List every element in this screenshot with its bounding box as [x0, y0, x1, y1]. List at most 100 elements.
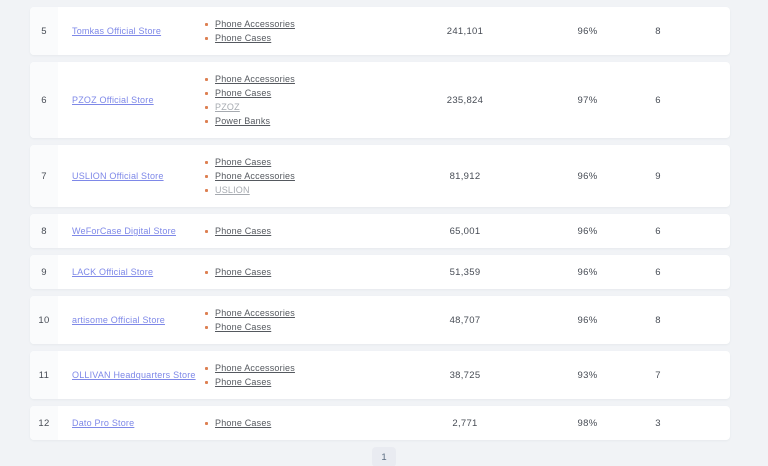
bullet-icon [205, 311, 208, 315]
store-link[interactable]: artisome Official Store [72, 315, 165, 325]
store-link[interactable]: WeForCase Digital Store [72, 226, 176, 236]
products-value: 8 [655, 314, 661, 326]
products-cell: 6 [630, 62, 686, 138]
category-link[interactable]: Phone Cases [215, 88, 272, 98]
rank-cell: 11 [30, 351, 58, 399]
bullet-icon [205, 325, 208, 329]
category-item: Power Banks [205, 114, 295, 128]
table-row: 5 Tomkas Official Store Phone Accessorie… [30, 7, 730, 55]
category-link[interactable]: PZOZ [215, 102, 240, 112]
bullet-icon [205, 174, 208, 178]
rank-value: 6 [41, 94, 47, 106]
category-link[interactable]: Phone Cases [215, 226, 272, 236]
store-link[interactable]: Tomkas Official Store [72, 26, 162, 36]
category-item: USLION [205, 183, 295, 197]
category-link[interactable]: Phone Cases [215, 33, 272, 43]
store-link[interactable]: OLLIVAN Headquarters Store [72, 370, 196, 380]
table-row: 10 artisome Official Store Phone Accesso… [30, 296, 730, 344]
table-row: 8 WeForCase Digital Store Phone Cases 65… [30, 214, 730, 248]
products-value: 6 [655, 266, 661, 278]
reviews-cell: 81,912 [385, 145, 545, 207]
category-item: Phone Cases [205, 86, 295, 100]
products-cell: 8 [630, 296, 686, 344]
row-spacer [686, 406, 730, 440]
reviews-value: 2,771 [452, 417, 478, 429]
store-link[interactable]: USLION Official Store [72, 171, 164, 181]
rank-cell: 5 [30, 7, 58, 55]
reviews-value: 81,912 [449, 170, 481, 182]
category-item: Phone Accessories [205, 17, 295, 31]
reviews-value: 48,707 [449, 314, 481, 326]
category-link[interactable]: Phone Cases [215, 157, 272, 167]
page-button-1[interactable]: 1 [372, 447, 396, 466]
rating-value: 96% [577, 266, 598, 278]
category-item: Phone Cases [205, 416, 271, 430]
reviews-cell: 51,359 [385, 255, 545, 289]
categories-list: Phone Cases [205, 265, 271, 279]
reviews-value: 38,725 [449, 369, 481, 381]
rank-value: 10 [38, 314, 50, 326]
rating-value: 93% [577, 369, 598, 381]
store-link[interactable]: PZOZ Official Store [72, 95, 154, 105]
categories-list: Phone Cases Phone Accessories USLION [205, 155, 295, 197]
rank-value: 9 [41, 266, 47, 278]
categories-cell: Phone Cases [205, 406, 385, 440]
rating-value: 97% [577, 94, 598, 106]
rating-cell: 96% [545, 214, 630, 248]
store-cell: WeForCase Digital Store [58, 214, 205, 248]
store-cell: PZOZ Official Store [58, 62, 205, 138]
category-link[interactable]: Phone Accessories [215, 74, 295, 84]
category-link[interactable]: Phone Accessories [215, 363, 295, 373]
table-row: 12 Dato Pro Store Phone Cases 2,771 98% … [30, 406, 730, 440]
category-item: Phone Cases [205, 224, 271, 238]
category-link[interactable]: Power Banks [215, 116, 271, 126]
store-link[interactable]: LACK Official Store [72, 267, 154, 277]
rating-value: 96% [577, 314, 598, 326]
products-value: 6 [655, 225, 661, 237]
categories-cell: Phone Cases [205, 214, 385, 248]
category-link[interactable]: USLION [215, 185, 250, 195]
reviews-cell: 65,001 [385, 214, 545, 248]
category-link[interactable]: Phone Accessories [215, 308, 295, 318]
stores-table: 5 Tomkas Official Store Phone Accessorie… [30, 7, 730, 440]
bullet-icon [205, 77, 208, 81]
rank-cell: 9 [30, 255, 58, 289]
rating-cell: 96% [545, 296, 630, 344]
row-spacer [686, 296, 730, 344]
rank-cell: 12 [30, 406, 58, 440]
category-link[interactable]: Phone Cases [215, 377, 272, 387]
rating-value: 96% [577, 25, 598, 37]
bullet-icon [205, 22, 208, 26]
category-link[interactable]: Phone Cases [215, 322, 272, 332]
rank-value: 8 [41, 225, 47, 237]
categories-cell: Phone Cases Phone Accessories USLION [205, 145, 385, 207]
products-value: 6 [655, 94, 661, 106]
categories-list: Phone Accessories Phone Cases [205, 361, 295, 389]
categories-cell: Phone Accessories Phone Cases [205, 296, 385, 344]
category-link[interactable]: Phone Cases [215, 418, 272, 428]
reviews-cell: 48,707 [385, 296, 545, 344]
category-item: Phone Accessories [205, 361, 295, 375]
table-row: 7 USLION Official Store Phone Cases Phone… [30, 145, 730, 207]
table-row: 6 PZOZ Official Store Phone Accessories P… [30, 62, 730, 138]
products-value: 3 [655, 417, 661, 429]
products-value: 8 [655, 25, 661, 37]
rating-cell: 97% [545, 62, 630, 138]
bullet-icon [205, 188, 208, 192]
row-spacer [686, 145, 730, 207]
bullet-icon [205, 229, 208, 233]
store-link[interactable]: Dato Pro Store [72, 418, 135, 428]
category-item: Phone Accessories [205, 306, 295, 320]
reviews-value: 51,359 [449, 266, 481, 278]
category-link[interactable]: Phone Cases [215, 267, 272, 277]
categories-cell: Phone Cases [205, 255, 385, 289]
category-item: Phone Accessories [205, 169, 295, 183]
products-value: 9 [655, 170, 661, 182]
products-value: 7 [655, 369, 661, 381]
category-link[interactable]: Phone Accessories [215, 171, 295, 181]
rating-cell: 98% [545, 406, 630, 440]
categories-list: Phone Accessories Phone Cases [205, 17, 295, 45]
category-link[interactable]: Phone Accessories [215, 19, 295, 29]
row-spacer [686, 62, 730, 138]
rating-value: 96% [577, 170, 598, 182]
